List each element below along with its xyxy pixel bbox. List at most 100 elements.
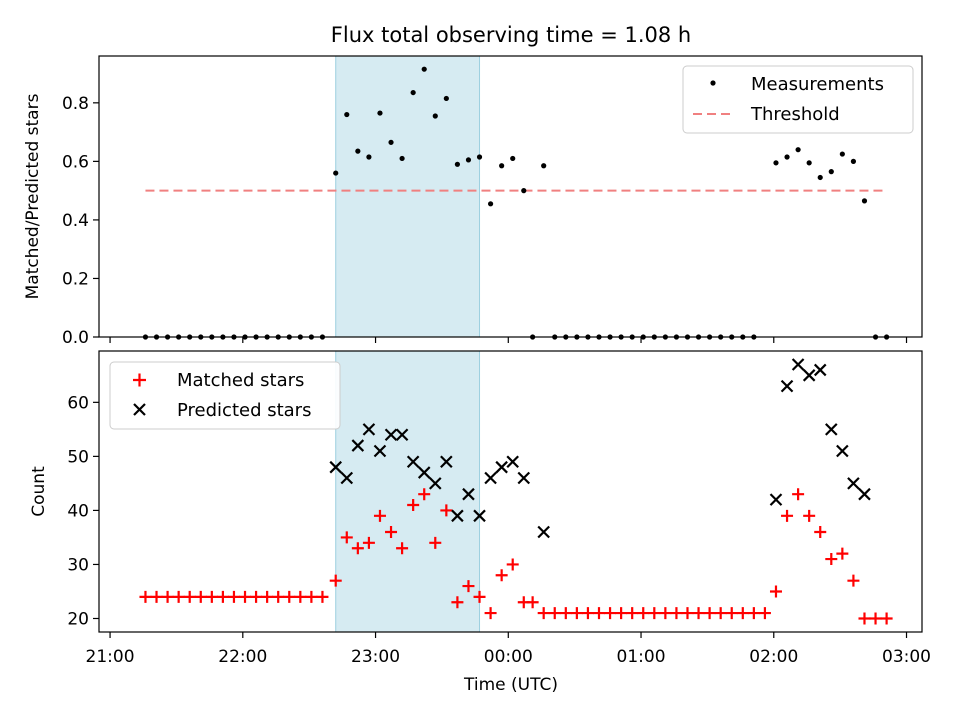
matched-star-point [548, 607, 561, 620]
matched-star-point [329, 574, 342, 587]
predicted-star-point [373, 444, 387, 458]
matched-star-point [294, 590, 307, 603]
x-axis-label: Time (UTC) [463, 675, 558, 695]
matched-star-point [440, 504, 453, 517]
predicted-star-point [825, 423, 838, 436]
matched-star-point [250, 590, 263, 603]
matched-star-point [526, 596, 539, 609]
matched-star-point [183, 590, 196, 603]
predicted-star-point [517, 471, 531, 485]
predicted-star-point [417, 466, 431, 479]
legend-predicted-label: Predicted stars [177, 400, 311, 421]
count-panel: 20 30 40 50 60 21:00 22:00 23:00 00:00 01:00 02:0… [29, 350, 931, 695]
matched-star-point [781, 509, 794, 522]
y-tick-label: 0.0 [62, 328, 89, 348]
matched-star-point [637, 607, 650, 620]
y-tick-label: 0.6 [62, 152, 89, 172]
measurement-point [377, 110, 383, 116]
matched-star-point [736, 607, 749, 620]
matched-star-point [407, 499, 420, 512]
predicted-star-point [813, 363, 827, 377]
x-tick-label: 00:00 [484, 647, 533, 667]
matched-star-point [847, 574, 860, 587]
figure-title: Flux total observing time = 1.08 h [331, 23, 691, 47]
legend-matched-label: Matched stars [177, 370, 304, 391]
count-y-axis-label: Count [29, 466, 49, 517]
measurement-point [795, 147, 801, 153]
predicted-star-point [384, 428, 398, 442]
predicted-star-point [351, 439, 365, 452]
matched-star-point [703, 607, 716, 620]
predicted-star-point [406, 455, 420, 469]
matched-star-point [194, 590, 207, 603]
ratio-panel: 0.00.20.40.60.8 Matched/Predicted stars … [23, 55, 923, 348]
legend-threshold-label: Threshold [750, 104, 840, 125]
matched-star-point [495, 569, 508, 582]
matched-star-point [670, 607, 683, 620]
x-tick-label: 21:00 [86, 647, 135, 667]
y-tick-label: 30 [67, 555, 89, 575]
predicted-star-point [462, 487, 475, 501]
matched-star-point [239, 590, 252, 603]
count-legend-box [109, 361, 341, 430]
measurement-point [476, 154, 483, 160]
predicted-star-point [473, 509, 486, 523]
ratio-legend: Measurements Threshold [682, 65, 914, 134]
predicted-star-point [506, 455, 519, 469]
x-tick-label: 23:00 [351, 647, 400, 667]
matched-star-point [758, 607, 771, 620]
count-axes-frame [98, 350, 923, 633]
measurement-point [410, 89, 416, 96]
y-tick-label: 0.8 [62, 94, 89, 114]
matched-star-point [604, 607, 617, 620]
measurement-point [399, 155, 405, 162]
predicted-star-point [329, 460, 343, 474]
predicted-star-point [451, 509, 464, 523]
measurement-point [388, 139, 394, 145]
measurement-point [541, 163, 547, 169]
matched-star-point [385, 526, 398, 539]
matched-star-point [825, 553, 838, 566]
matched-star-point [714, 607, 727, 620]
measurement-point [521, 188, 527, 194]
legend-measurements-label: Measurements [751, 74, 884, 95]
measurement-point [333, 170, 339, 176]
matched-star-point [814, 526, 827, 539]
matched-star-point [362, 536, 375, 549]
measurement-point [828, 169, 834, 175]
measurement-point [784, 154, 790, 160]
matched-star-point [681, 607, 694, 620]
measurement-point [355, 148, 361, 154]
measurement-point [421, 66, 427, 72]
y-tick-label: 50 [67, 447, 89, 467]
legend-matched-marker [133, 373, 146, 387]
predicted-star-point [362, 423, 376, 436]
measurement-point [850, 158, 857, 164]
matched-star-point [418, 488, 431, 501]
matched-star-point [283, 590, 296, 603]
matched-star-point [615, 607, 628, 620]
predicted-star-point [802, 369, 816, 382]
measurement-point [773, 160, 779, 166]
x-tick-label: 22:00 [218, 647, 267, 667]
matched-star-point [473, 590, 486, 603]
matched-star-point [559, 607, 572, 620]
matched-star-point [150, 590, 163, 603]
matched-star-point [858, 612, 871, 625]
matched-star-point [792, 488, 805, 501]
matched-star-point [139, 590, 152, 603]
matched-star-point [692, 607, 705, 620]
predicted-star-point [484, 471, 497, 485]
matched-star-point [451, 596, 464, 609]
measurement-point [487, 201, 494, 207]
matched-star-point [506, 558, 519, 571]
x-tick-label: 02:00 [749, 647, 798, 667]
count-legend: Matched stars Predicted stars [109, 361, 341, 430]
matched-star-point [261, 590, 274, 603]
predicted-star-point [847, 477, 860, 490]
matched-star-point [725, 607, 738, 620]
matched-star-point [227, 590, 240, 603]
matched-star-point [484, 607, 497, 620]
ratio-axes-frame [98, 55, 923, 338]
